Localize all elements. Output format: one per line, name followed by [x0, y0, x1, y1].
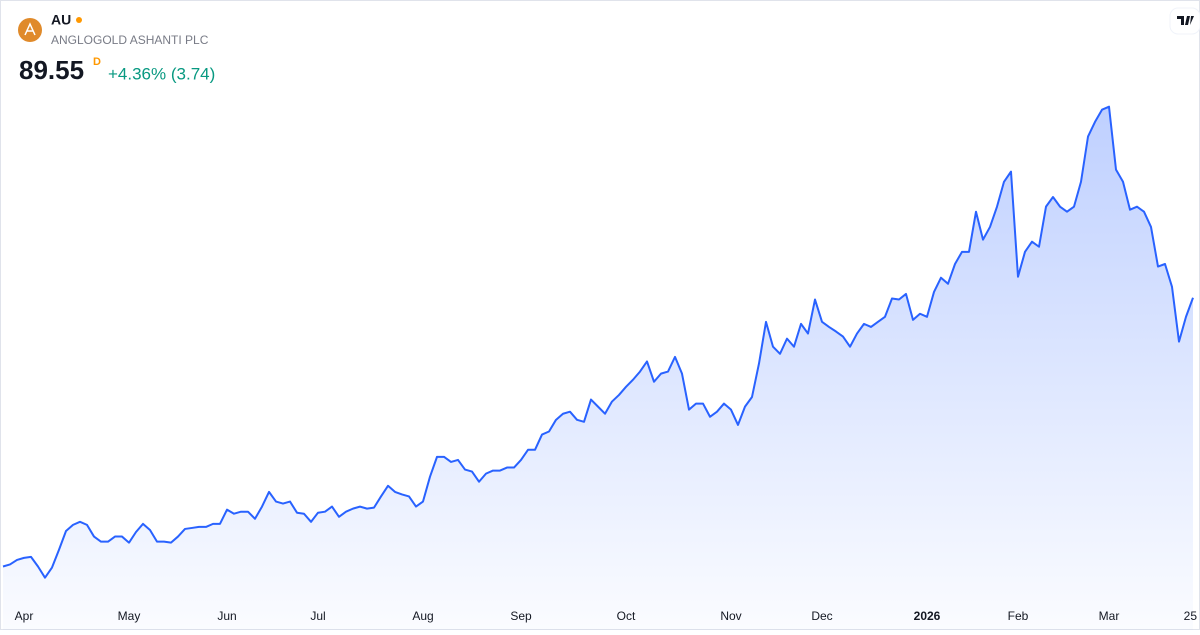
x-tick-label: 25: [1184, 609, 1198, 623]
x-tick-label: Mar: [1099, 609, 1120, 623]
x-tick-label: Dec: [811, 609, 832, 623]
price-line: [2, 105, 1194, 579]
logo: [18, 18, 42, 42]
tv-logo-glyph[interactable]: [1177, 16, 1194, 25]
x-tick-label: Jun: [217, 609, 236, 623]
plot-area: Apr May Jun Jul Aug Sep Oct Nov Dec 2026 Feb Mar 25: [2, 105, 1198, 630]
x-tick-label: 2026: [914, 609, 941, 623]
change: +4.36% (3.74): [108, 64, 215, 83]
interval: D: [93, 56, 101, 68]
x-tick-label: Feb: [1008, 609, 1029, 623]
x-tick-label: Jul: [310, 609, 325, 623]
x-tick-label: Sep: [510, 609, 532, 623]
logo-glyph: [24, 22, 36, 36]
status-dot: [76, 17, 82, 23]
tv-logo[interactable]: [1169, 7, 1200, 35]
x-tick-label: Apr: [15, 609, 34, 623]
tv-logo-box[interactable]: [1169, 7, 1200, 35]
x-tick-label: Nov: [720, 609, 741, 623]
area-fill: [3, 106, 1193, 630]
x-tick-label: Aug: [412, 609, 433, 623]
company-name: ANGLOGOLD ASHANTI PLC: [51, 33, 209, 47]
x-tick-label: Oct: [617, 609, 636, 623]
symbol: AU: [51, 12, 71, 28]
x-tick-label: May: [118, 609, 141, 623]
price: 89.55: [19, 55, 84, 85]
